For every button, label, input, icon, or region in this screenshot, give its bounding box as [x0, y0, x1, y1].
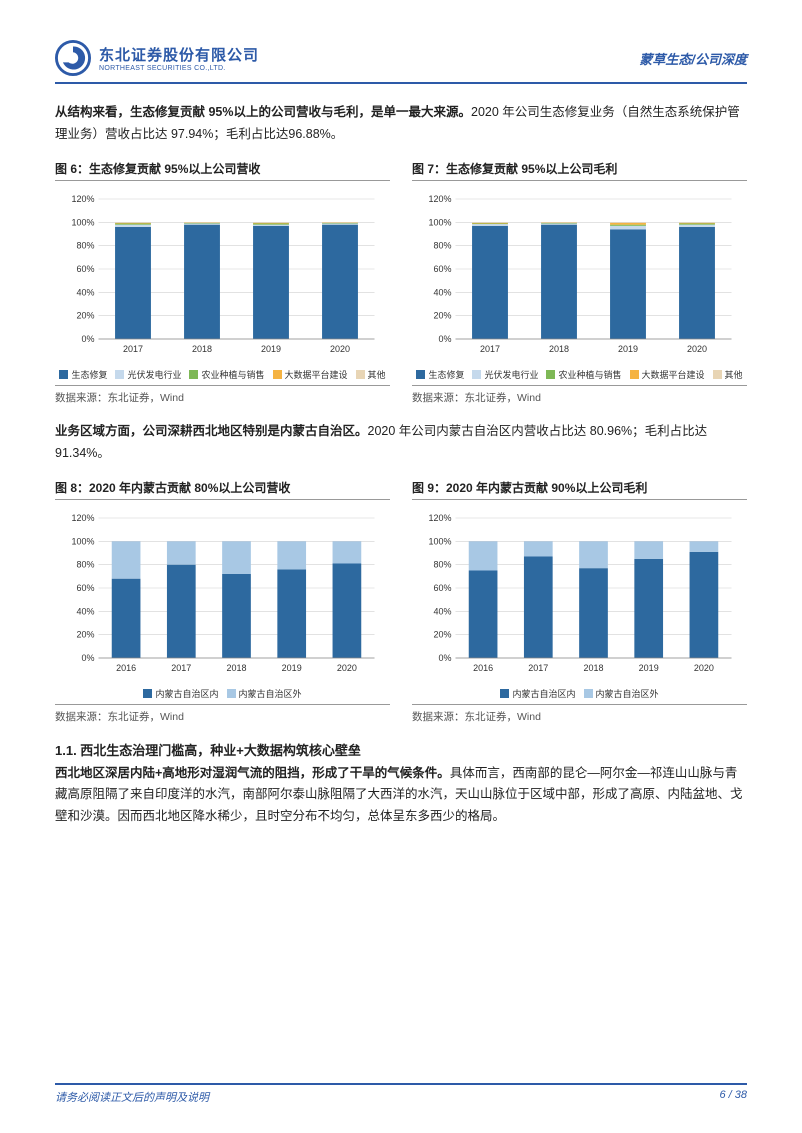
svg-text:2017: 2017 [123, 344, 143, 354]
svg-text:100%: 100% [428, 217, 451, 227]
svg-text:80%: 80% [76, 240, 94, 250]
svg-text:100%: 100% [71, 217, 94, 227]
chart6-title: 图 6：生态修复贡献 95%以上公司营收 [55, 160, 390, 181]
svg-text:20%: 20% [76, 310, 94, 320]
svg-text:2020: 2020 [337, 663, 357, 673]
para2-bold: 业务区域方面，公司深耕西北地区特别是内蒙古自治区。 [55, 424, 368, 438]
chart8-title: 图 8：2020 年内蒙古贡献 80%以上公司营收 [55, 479, 390, 500]
chart9-title: 图 9：2020 年内蒙古贡献 90%以上公司毛利 [412, 479, 747, 500]
footer-disclaimer: 请务必阅读正文后的声明及说明 [55, 1089, 209, 1105]
chart8-legend: 内蒙古自治区内内蒙古自治区外 [55, 687, 390, 700]
legend-item: 光伏发电行业 [115, 368, 181, 381]
svg-text:2020: 2020 [694, 663, 714, 673]
svg-text:20%: 20% [433, 310, 451, 320]
legend-item: 内蒙古自治区内 [143, 687, 218, 700]
footer-page-number: 6 / 38 [719, 1089, 747, 1105]
chart7-title: 图 7：生态修复贡献 95%以上公司毛利 [412, 160, 747, 181]
chart9-svg: 0% 20% 40% 60% 80% 100% 120% 2016 2017 2018 2019 20… [412, 508, 747, 678]
chart6-block: 图 6：生态修复贡献 95%以上公司营收 0% 20% 40% 60% 80% 100% 1… [55, 160, 390, 381]
svg-text:2019: 2019 [282, 663, 302, 673]
svg-text:60%: 60% [76, 264, 94, 274]
legend-item: 大数据平台建设 [630, 368, 705, 381]
chart9-legend: 内蒙古自治区内内蒙古自治区外 [412, 687, 747, 700]
svg-text:2016: 2016 [473, 663, 493, 673]
legend-item: 内蒙古自治区内 [500, 687, 575, 700]
svg-text:2017: 2017 [528, 663, 548, 673]
svg-text:2018: 2018 [192, 344, 212, 354]
chart7-block: 图 7：生态修复贡献 95%以上公司毛利 0% 20% 40% 60% 80% 100% 1… [412, 160, 747, 381]
svg-text:80%: 80% [433, 240, 451, 250]
section-heading: 1.1. 西北生态治理门槛高，种业+大数据构筑核心壁垒 [55, 740, 747, 759]
chart8-svg: 0% 20% 40% 60% 80% 100% 120% 2016 2017 2018 2019 20… [55, 508, 390, 678]
svg-text:2018: 2018 [549, 344, 569, 354]
svg-text:120%: 120% [71, 513, 94, 523]
company-name-cn: 东北证券股份有限公司 [99, 44, 259, 65]
chart7-svg: 0% 20% 40% 60% 80% 100% 120% 2017 2018 2019 2020 [412, 189, 747, 359]
svg-text:2019: 2019 [261, 344, 281, 354]
svg-text:120%: 120% [428, 194, 451, 204]
header-subject: 蒙草生态/公司深度 [639, 49, 747, 68]
svg-text:20%: 20% [76, 629, 94, 639]
company-name-en: NORTHEAST SECURITIES CO.,LTD. [99, 65, 259, 72]
chart8-source: 数据来源：东北证券，Wind [55, 704, 390, 724]
legend-item: 生态修复 [59, 368, 107, 381]
svg-text:40%: 40% [433, 606, 451, 616]
svg-text:120%: 120% [428, 513, 451, 523]
legend-item: 内蒙古自治区外 [584, 687, 659, 700]
legend-item: 农业种植与销售 [189, 368, 264, 381]
svg-text:40%: 40% [76, 606, 94, 616]
svg-text:0%: 0% [81, 334, 94, 344]
svg-text:2017: 2017 [171, 663, 191, 673]
legend-item: 生态修复 [416, 368, 464, 381]
svg-text:2018: 2018 [226, 663, 246, 673]
legend-item: 其他 [713, 368, 743, 381]
legend-item: 其他 [356, 368, 386, 381]
svg-text:40%: 40% [76, 287, 94, 297]
chart9-block: 图 9：2020 年内蒙古贡献 90%以上公司毛利 0% 20% 40% 60% 80%… [412, 479, 747, 700]
svg-text:60%: 60% [433, 264, 451, 274]
section-bold: 西北地区深居内陆+高地形对湿润气流的阻挡，形成了干旱的气候条件。 [55, 766, 450, 780]
svg-text:60%: 60% [76, 583, 94, 593]
chart8-block: 图 8：2020 年内蒙古贡献 80%以上公司营收 0% 20% 40% 60% 80%… [55, 479, 390, 700]
paragraph-2: 业务区域方面，公司深耕西北地区特别是内蒙古自治区。2020 年公司内蒙古自治区内… [55, 421, 747, 465]
svg-text:0%: 0% [438, 653, 451, 663]
chart9-source: 数据来源：东北证券，Wind [412, 704, 747, 724]
svg-text:2020: 2020 [330, 344, 350, 354]
svg-text:100%: 100% [71, 536, 94, 546]
chart7-source: 数据来源：东北证券，Wind [412, 385, 747, 405]
page-header: 东北证券股份有限公司 NORTHEAST SECURITIES CO.,LTD.… [55, 40, 747, 84]
legend-item: 内蒙古自治区外 [227, 687, 302, 700]
chart6-svg: 0% 20% 40% 60% 80% 100% 120% 2017 2018 2019 2020 [55, 189, 390, 359]
chart7-legend: 生态修复光伏发电行业农业种植与销售大数据平台建设其他 [412, 368, 747, 381]
svg-text:2019: 2019 [618, 344, 638, 354]
svg-text:100%: 100% [428, 536, 451, 546]
svg-text:2020: 2020 [687, 344, 707, 354]
svg-text:2016: 2016 [116, 663, 136, 673]
svg-text:40%: 40% [433, 287, 451, 297]
legend-item: 光伏发电行业 [472, 368, 538, 381]
paragraph-1: 从结构来看，生态修复贡献 95%以上的公司营收与毛利，是单一最大来源。2020 … [55, 102, 747, 146]
svg-text:2018: 2018 [583, 663, 603, 673]
company-logo-icon [55, 40, 91, 76]
legend-item: 大数据平台建设 [273, 368, 348, 381]
svg-text:80%: 80% [76, 559, 94, 569]
legend-item: 农业种植与销售 [546, 368, 621, 381]
para1-bold: 从结构来看，生态修复贡献 95%以上的公司营收与毛利，是单一最大来源。 [55, 105, 471, 119]
logo-block: 东北证券股份有限公司 NORTHEAST SECURITIES CO.,LTD. [55, 40, 259, 76]
svg-text:2019: 2019 [639, 663, 659, 673]
svg-text:0%: 0% [81, 653, 94, 663]
chart6-legend: 生态修复光伏发电行业农业种植与销售大数据平台建设其他 [55, 368, 390, 381]
svg-text:20%: 20% [433, 629, 451, 639]
svg-text:2017: 2017 [480, 344, 500, 354]
page-footer: 请务必阅读正文后的声明及说明 6 / 38 [55, 1083, 747, 1105]
svg-text:80%: 80% [433, 559, 451, 569]
svg-text:120%: 120% [71, 194, 94, 204]
svg-text:0%: 0% [438, 334, 451, 344]
chart6-source: 数据来源：东北证券，Wind [55, 385, 390, 405]
svg-text:60%: 60% [433, 583, 451, 593]
section-paragraph: 西北地区深居内陆+高地形对湿润气流的阻挡，形成了干旱的气候条件。具体而言，西南部… [55, 763, 747, 829]
